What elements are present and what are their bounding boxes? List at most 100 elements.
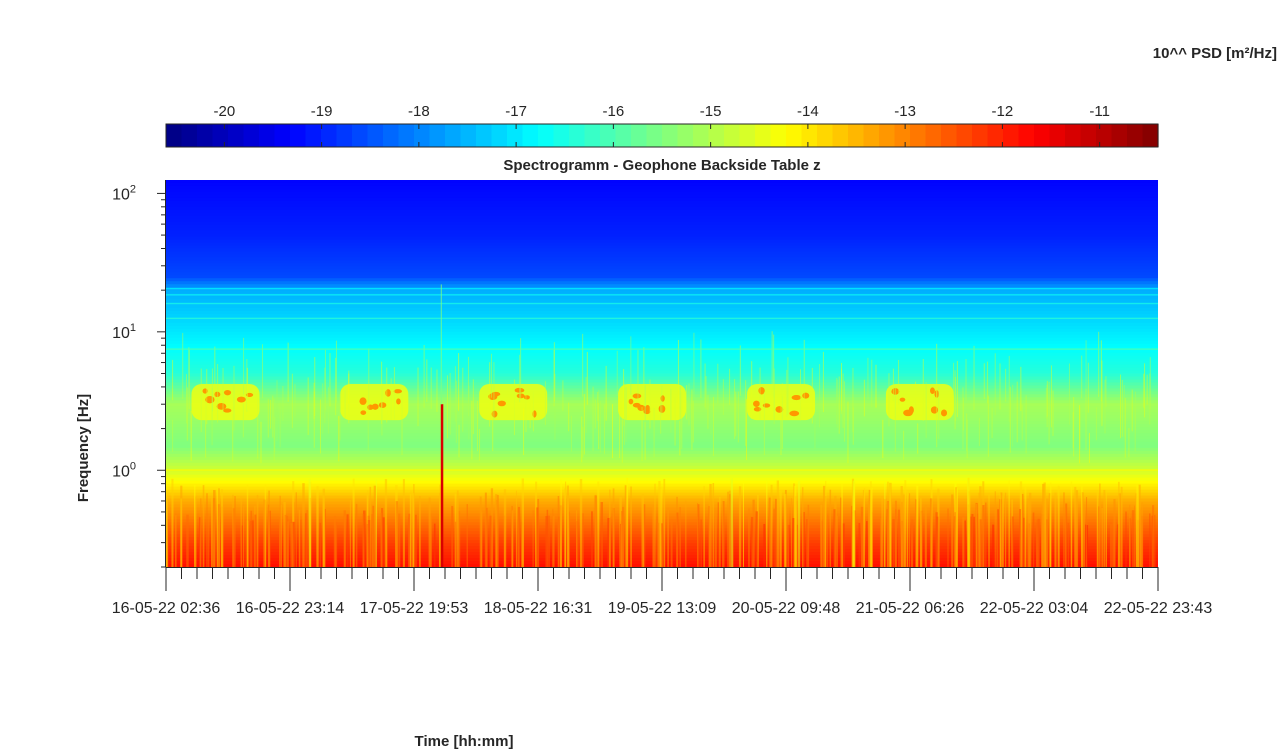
- spectrogram-streak: [402, 479, 405, 567]
- spectrogram-streak: [752, 499, 755, 567]
- spectrogram-streak: [166, 500, 168, 567]
- spectrogram-streak: [892, 368, 894, 402]
- spectrogram-band: [166, 433, 1158, 437]
- spectrogram-streak: [700, 339, 702, 399]
- spectrogram-streak: [174, 515, 177, 567]
- spectrogram-streak: [1154, 514, 1156, 567]
- spectrogram-streak: [889, 482, 892, 567]
- spectrogram-streak: [955, 487, 958, 567]
- spectrogram-streak: [1134, 404, 1136, 452]
- spectrogram-streak: [206, 369, 208, 425]
- spectrogram-streak: [257, 397, 259, 459]
- activity-speck: [930, 387, 935, 394]
- colorbar-cell: [739, 124, 756, 147]
- spectrogram-streak: [462, 367, 464, 432]
- spectrogram-band: [166, 438, 1158, 443]
- spectrogram-band: [166, 233, 1158, 238]
- spectrogram-streak: [994, 491, 996, 567]
- spectrogram-streak: [776, 480, 780, 567]
- spectrogram-streak: [999, 363, 1001, 410]
- spectrogram-streak: [1049, 482, 1052, 567]
- activity-speck: [236, 396, 246, 403]
- colorbar-cell: [615, 124, 632, 147]
- spectrogram-streak: [937, 488, 940, 567]
- spectrogram-streak: [545, 515, 548, 567]
- spectrogram-streak: [710, 406, 712, 435]
- spectrogram-streak: [803, 512, 805, 567]
- spectrogram-streak: [314, 357, 316, 417]
- spectrogram-streak: [319, 399, 321, 454]
- spectrogram-band: [166, 367, 1158, 372]
- activity-speck: [385, 389, 391, 397]
- spectrogram-streak: [729, 494, 731, 567]
- spectrogram-streak: [852, 407, 854, 445]
- spectrogram-streak: [439, 484, 441, 567]
- spectrogram-streak: [430, 514, 432, 567]
- spectrogram-band: [166, 450, 1158, 455]
- activity-speck: [628, 398, 634, 405]
- spectrogram-streak: [838, 376, 840, 434]
- activity-speck: [753, 400, 760, 407]
- spectrogram-streak: [319, 523, 322, 567]
- spectrogram-streak: [670, 519, 673, 567]
- x-axis: 16-05-22 02:36 16-05-22 23:14 17-05-22 19:…: [112, 567, 1212, 617]
- spectrogram-streak: [1005, 368, 1007, 402]
- spectrogram-streak: [858, 523, 861, 567]
- colorbar-cell: [414, 124, 431, 147]
- spectrogram-streak: [1139, 509, 1142, 567]
- spectrogram-streak: [382, 517, 385, 567]
- activity-speck: [789, 410, 800, 417]
- spectrogram-streak: [1117, 481, 1120, 567]
- spectrogram-streak: [911, 519, 914, 567]
- colorbar-tick-label: -15: [700, 103, 722, 120]
- spectrogram-streak: [366, 524, 369, 567]
- colorbar-cell: [631, 124, 648, 147]
- spectrogram-streak: [1075, 490, 1079, 567]
- spectrogram-streak: [560, 479, 562, 567]
- spectrogram-band: [166, 447, 1158, 452]
- spectrogram-streak: [875, 364, 877, 408]
- spectrogram-streak: [867, 500, 870, 567]
- spectrogram-streak: [1044, 498, 1047, 567]
- spectrogram-streak: [951, 494, 954, 567]
- spectrogram-streak: [768, 497, 771, 567]
- spectrogram-streak: [619, 397, 621, 458]
- spectrogram-streak: [1124, 398, 1126, 458]
- spectrogram-band: [166, 373, 1158, 378]
- spectrogram-band: [166, 212, 1158, 217]
- spectrogram-streak: [1011, 516, 1014, 567]
- spectrogram-band: [166, 257, 1158, 261]
- spectrogram-streak: [820, 504, 823, 567]
- spectrogram-streak: [1152, 505, 1155, 567]
- spectrogram-streak: [674, 396, 676, 446]
- spectrogram-streak: [515, 490, 517, 567]
- spectrogram-streak: [1046, 380, 1048, 417]
- spectrogram-streak: [900, 486, 903, 567]
- spectrogram-streak: [390, 378, 392, 421]
- spectrogram-streak: [1079, 405, 1081, 464]
- spectrogram-band: [166, 352, 1158, 357]
- spectrogram-streak: [712, 396, 714, 456]
- spectrogram-streak: [677, 339, 679, 404]
- spectrogram-streak: [172, 419, 174, 452]
- colorbar-cell: [476, 124, 493, 147]
- spectrogram-band: [166, 328, 1158, 333]
- spectrogram-streak: [597, 481, 600, 567]
- spectrogram-streak: [1125, 511, 1127, 567]
- spectrogram-streak: [641, 406, 643, 461]
- activity-speck: [523, 395, 531, 400]
- spectrogram-streak: [759, 367, 761, 420]
- spectrogram-streak: [800, 369, 802, 421]
- spectrogram-streak: [386, 367, 388, 423]
- spectrogram-streak: [869, 481, 872, 567]
- spectrogram-streak: [751, 361, 753, 420]
- spectrogram-streak: [426, 359, 428, 402]
- spectrogram-streak: [630, 486, 632, 567]
- spectrogram-streak: [525, 390, 527, 433]
- colorbar-cell: [584, 124, 601, 147]
- spectrogram-streak: [523, 408, 525, 456]
- spectrogram-streak: [1012, 384, 1014, 447]
- colorbar-cell: [941, 124, 958, 147]
- spectrogram-streak: [833, 509, 836, 567]
- spectrogram-streak: [1099, 483, 1101, 567]
